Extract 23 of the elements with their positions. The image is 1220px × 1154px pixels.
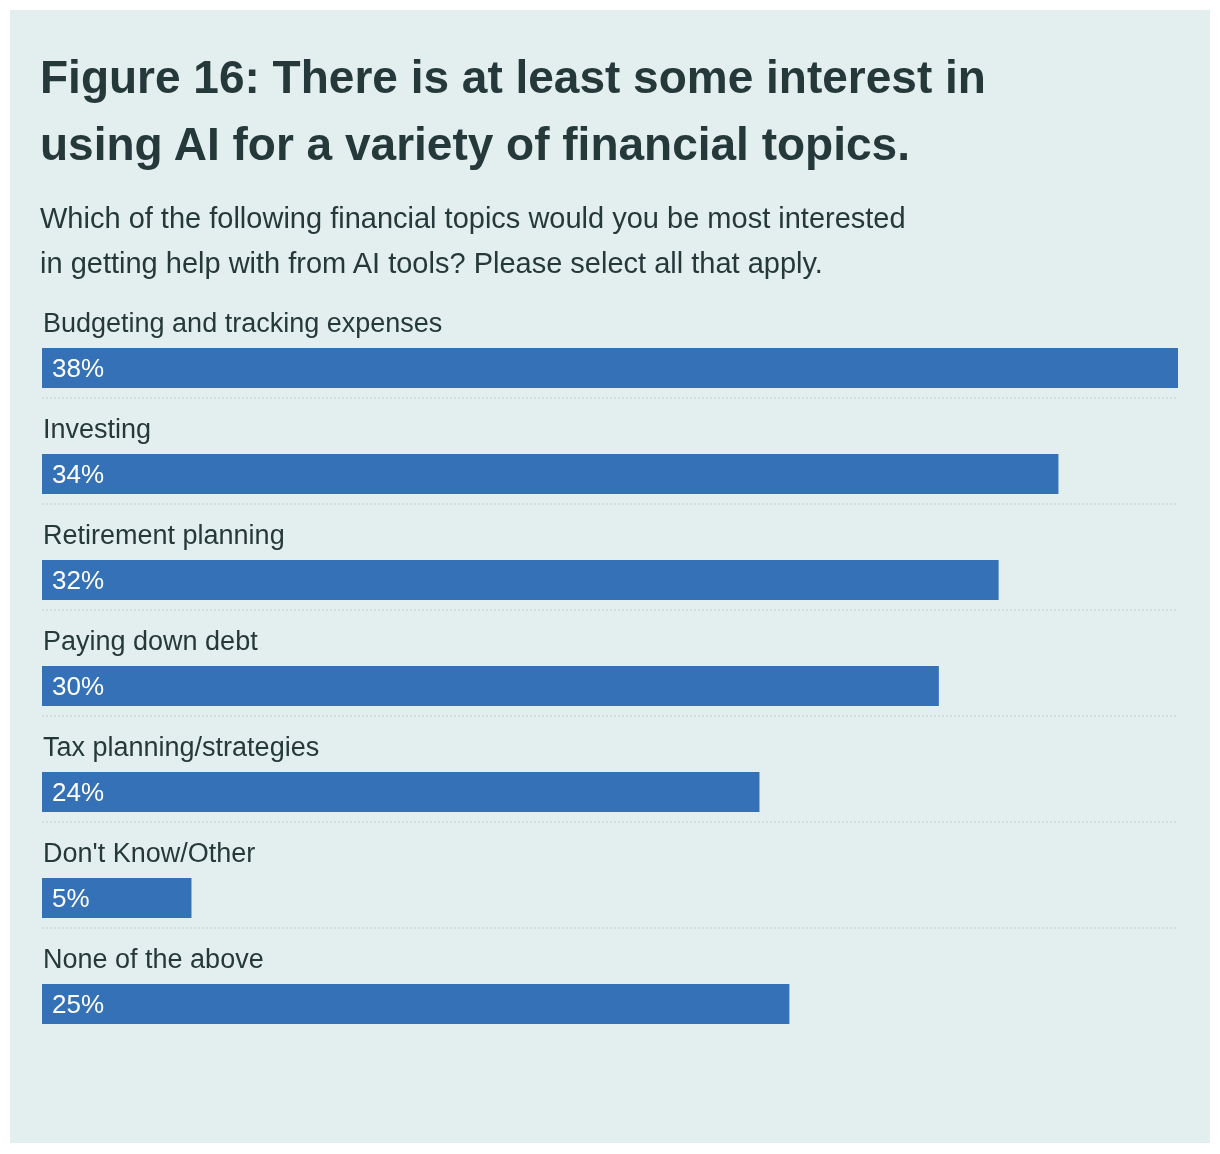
data-label: 32% bbox=[52, 565, 105, 595]
data-label: 34% bbox=[52, 459, 105, 489]
bar bbox=[42, 984, 790, 1024]
data-label: 25% bbox=[52, 989, 105, 1019]
bar bbox=[42, 878, 192, 918]
chart-title: Figure 16: There is at least some interest in using AI for a variety of financial topics. bbox=[40, 51, 986, 170]
y-tick-label: Retirement planning bbox=[43, 520, 285, 550]
data-label: 5% bbox=[52, 883, 90, 913]
bar bbox=[42, 454, 1059, 494]
chart-subtitle: Which of the following financial topics would you be most interested in getting help with from AI tools? Please select all that apply. bbox=[40, 202, 906, 279]
data-label: 30% bbox=[52, 671, 105, 701]
data-label: 24% bbox=[52, 777, 105, 807]
bar bbox=[42, 772, 760, 812]
y-tick-label: None of the above bbox=[43, 944, 264, 974]
y-tick-label: Budgeting and tracking expenses bbox=[43, 308, 443, 338]
y-tick-label: Investing bbox=[43, 414, 152, 444]
bar bbox=[42, 560, 999, 600]
bar bbox=[42, 666, 939, 706]
y-tick-label: Tax planning/strategies bbox=[43, 732, 320, 762]
data-label: 38% bbox=[52, 353, 105, 383]
y-tick-label: Don't Know/Other bbox=[43, 838, 256, 868]
y-tick-label: Paying down debt bbox=[43, 626, 259, 656]
bar bbox=[42, 348, 1178, 388]
